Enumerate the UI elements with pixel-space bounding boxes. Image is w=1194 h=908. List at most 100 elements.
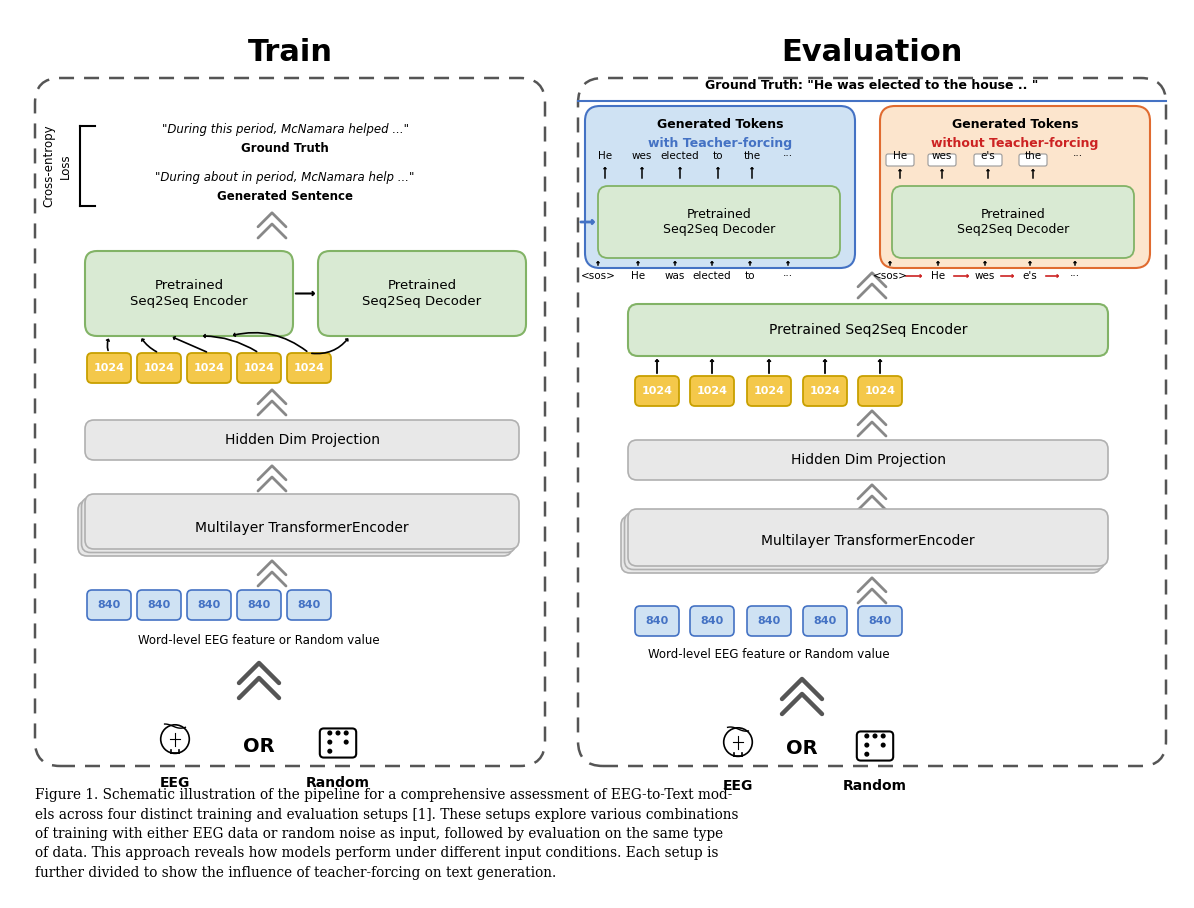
Text: <sos>: <sos>: [873, 271, 907, 281]
Text: e's: e's: [1022, 271, 1038, 281]
Text: ···: ···: [783, 271, 793, 281]
Text: ···: ···: [1073, 151, 1083, 161]
Text: without Teacher-forcing: without Teacher-forcing: [931, 137, 1098, 151]
FancyBboxPatch shape: [137, 353, 181, 383]
Text: wes: wes: [931, 151, 952, 161]
Text: 1024: 1024: [193, 363, 224, 373]
FancyBboxPatch shape: [287, 590, 331, 620]
FancyBboxPatch shape: [287, 353, 331, 383]
Text: He: He: [893, 151, 907, 161]
Text: 840: 840: [646, 616, 669, 626]
Text: Cross-entropy
Loss: Cross-entropy Loss: [43, 124, 72, 207]
Text: Pretrained
Seq2Seq Decoder: Pretrained Seq2Seq Decoder: [956, 208, 1069, 236]
Text: EEG: EEG: [160, 776, 190, 790]
FancyBboxPatch shape: [85, 420, 519, 460]
Circle shape: [864, 744, 868, 747]
FancyBboxPatch shape: [1018, 154, 1047, 166]
FancyBboxPatch shape: [928, 154, 956, 166]
Text: further divided to show the influence of teacher-forcing on text generation.: further divided to show the influence of…: [35, 866, 556, 880]
Text: Ground Truth: "He was elected to the house .. ": Ground Truth: "He was elected to the hou…: [706, 80, 1039, 93]
Text: 840: 840: [868, 616, 892, 626]
Text: 1024: 1024: [810, 386, 841, 396]
FancyBboxPatch shape: [628, 440, 1108, 480]
FancyBboxPatch shape: [87, 353, 131, 383]
Text: the: the: [1024, 151, 1041, 161]
Text: Pretrained
Seq2Seq Decoder: Pretrained Seq2Seq Decoder: [663, 208, 775, 236]
Text: of data. This approach reveals how models perform under different input conditio: of data. This approach reveals how model…: [35, 846, 719, 861]
Text: 1024: 1024: [143, 363, 174, 373]
Circle shape: [337, 731, 340, 735]
FancyBboxPatch shape: [747, 376, 790, 406]
FancyBboxPatch shape: [320, 728, 356, 757]
FancyBboxPatch shape: [857, 732, 893, 761]
Text: He: He: [598, 151, 613, 161]
FancyBboxPatch shape: [892, 186, 1134, 258]
FancyBboxPatch shape: [690, 376, 734, 406]
Text: Generated Tokens: Generated Tokens: [657, 117, 783, 131]
Text: els across four distinct training and evaluation setups [1]. These setups explor: els across four distinct training and ev…: [35, 807, 739, 822]
FancyBboxPatch shape: [690, 606, 734, 636]
Text: 1024: 1024: [696, 386, 727, 396]
Text: Generated Tokens: Generated Tokens: [952, 117, 1078, 131]
Text: Pretrained
Seq2Seq Decoder: Pretrained Seq2Seq Decoder: [363, 279, 481, 308]
FancyBboxPatch shape: [236, 590, 281, 620]
Text: 840: 840: [197, 600, 221, 610]
FancyBboxPatch shape: [858, 606, 901, 636]
FancyBboxPatch shape: [35, 78, 544, 766]
Text: 1024: 1024: [93, 363, 124, 373]
FancyBboxPatch shape: [87, 590, 131, 620]
Text: 840: 840: [297, 600, 321, 610]
FancyBboxPatch shape: [621, 516, 1101, 573]
FancyBboxPatch shape: [318, 251, 527, 336]
FancyBboxPatch shape: [635, 376, 679, 406]
FancyBboxPatch shape: [858, 376, 901, 406]
FancyBboxPatch shape: [578, 78, 1167, 766]
Text: Word-level EEG feature or Random value: Word-level EEG feature or Random value: [139, 634, 380, 646]
FancyBboxPatch shape: [804, 606, 847, 636]
Text: 840: 840: [247, 600, 271, 610]
FancyBboxPatch shape: [187, 590, 230, 620]
Circle shape: [344, 740, 347, 744]
FancyBboxPatch shape: [236, 353, 281, 383]
Text: Multilayer TransformerEncoder: Multilayer TransformerEncoder: [195, 521, 408, 535]
Text: 1024: 1024: [294, 363, 325, 373]
Text: Hidden Dim Projection: Hidden Dim Projection: [224, 432, 380, 447]
FancyBboxPatch shape: [974, 154, 1002, 166]
Text: 1024: 1024: [753, 386, 784, 396]
FancyBboxPatch shape: [137, 590, 181, 620]
Text: with Teacher-forcing: with Teacher-forcing: [648, 137, 792, 151]
Text: Train: Train: [247, 38, 332, 67]
FancyBboxPatch shape: [78, 501, 512, 556]
Text: to: to: [745, 271, 756, 281]
FancyBboxPatch shape: [85, 494, 519, 549]
Text: 1024: 1024: [244, 363, 275, 373]
FancyBboxPatch shape: [635, 606, 679, 636]
Text: Generated Sentence: Generated Sentence: [217, 190, 353, 202]
FancyBboxPatch shape: [804, 376, 847, 406]
Text: "During about in period, McNamara help ...": "During about in period, McNamara help .…: [155, 172, 414, 184]
Text: OR: OR: [786, 738, 818, 757]
FancyBboxPatch shape: [585, 106, 855, 268]
Text: 840: 840: [701, 616, 724, 626]
FancyBboxPatch shape: [81, 498, 516, 552]
FancyBboxPatch shape: [598, 186, 841, 258]
Circle shape: [881, 735, 885, 738]
Text: Ground Truth: Ground Truth: [241, 142, 328, 154]
Text: wes: wes: [632, 151, 652, 161]
FancyBboxPatch shape: [624, 512, 1104, 569]
Circle shape: [328, 749, 332, 753]
Text: 840: 840: [757, 616, 781, 626]
Text: Pretrained Seq2Seq Encoder: Pretrained Seq2Seq Encoder: [769, 323, 967, 337]
Text: the: the: [744, 151, 761, 161]
Text: elected: elected: [660, 151, 700, 161]
Text: 1024: 1024: [641, 386, 672, 396]
Text: of training with either EEG data or random noise as input, followed by evaluatio: of training with either EEG data or rand…: [35, 827, 724, 841]
Text: "During this period, McNamara helped ...": "During this period, McNamara helped ...…: [161, 123, 408, 136]
Text: 840: 840: [98, 600, 121, 610]
Text: Word-level EEG feature or Random value: Word-level EEG feature or Random value: [648, 648, 890, 662]
Circle shape: [873, 735, 876, 738]
Text: 840: 840: [813, 616, 837, 626]
Circle shape: [864, 753, 868, 756]
Circle shape: [864, 735, 868, 738]
FancyBboxPatch shape: [187, 353, 230, 383]
